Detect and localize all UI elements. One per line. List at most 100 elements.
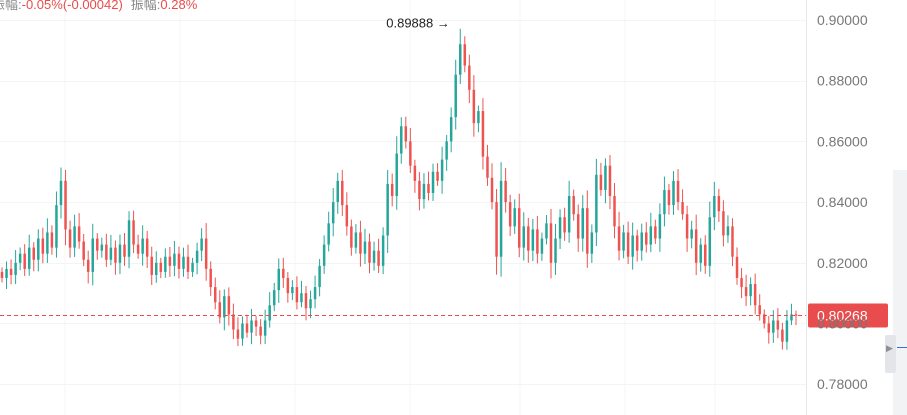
candle-body bbox=[563, 217, 566, 233]
amplitude-label: 振幅: bbox=[130, 0, 161, 12]
candle-body bbox=[127, 220, 131, 257]
candle-body bbox=[141, 238, 144, 254]
candle-body bbox=[576, 214, 580, 239]
candle-body bbox=[681, 202, 684, 215]
current-price-label: 0.80268 bbox=[817, 308, 868, 324]
candle-body bbox=[390, 183, 394, 197]
candle-body bbox=[227, 296, 231, 315]
candle-body bbox=[363, 241, 367, 254]
candle-body bbox=[581, 208, 585, 239]
candle-body bbox=[27, 247, 31, 269]
candle-body bbox=[508, 202, 512, 227]
candle-body bbox=[354, 232, 358, 248]
y-tick-label: 0.78000 bbox=[817, 376, 868, 392]
candle-body bbox=[100, 244, 104, 251]
candle-body bbox=[173, 253, 176, 266]
caret-right-icon[interactable]: ▶ bbox=[886, 344, 893, 354]
candle-body bbox=[268, 305, 271, 321]
candle-body bbox=[599, 174, 603, 190]
candle-body bbox=[32, 247, 36, 260]
candle-body bbox=[300, 293, 303, 303]
amplitude-value: 0.28% bbox=[160, 0, 198, 12]
candle-body bbox=[672, 180, 675, 206]
y-tick-label: 0.90000 bbox=[817, 12, 868, 28]
candle-body bbox=[667, 189, 671, 206]
y-tick-label: 0.82000 bbox=[817, 255, 868, 271]
candle-body bbox=[735, 256, 739, 278]
candle-body bbox=[241, 323, 244, 339]
candle-body bbox=[449, 117, 453, 142]
candle-body bbox=[477, 111, 480, 124]
y-tick-label: 0.86000 bbox=[817, 133, 868, 149]
candle-body bbox=[223, 296, 226, 318]
candle-body bbox=[263, 320, 267, 336]
candle-body bbox=[368, 241, 371, 263]
candle-body bbox=[572, 196, 575, 215]
candle-body bbox=[522, 226, 526, 248]
candle-body bbox=[731, 226, 734, 257]
candle-body bbox=[150, 256, 153, 275]
candle-body bbox=[645, 232, 648, 245]
candle-body bbox=[68, 229, 72, 248]
candle-body bbox=[232, 314, 235, 330]
scroll-handle[interactable] bbox=[885, 335, 896, 373]
candle-body bbox=[327, 223, 330, 245]
candle-body bbox=[177, 253, 181, 269]
candle-body bbox=[132, 220, 135, 245]
candle-body bbox=[136, 244, 140, 254]
candle-body bbox=[218, 302, 222, 318]
candle-body bbox=[608, 165, 612, 197]
candle-body bbox=[236, 329, 240, 339]
candle-body bbox=[459, 44, 462, 75]
candle-body bbox=[18, 253, 22, 263]
candle-body bbox=[713, 196, 716, 218]
candle-body bbox=[690, 229, 693, 239]
candle-body bbox=[82, 241, 85, 260]
right-panel-strip bbox=[893, 170, 907, 415]
candle-body bbox=[685, 214, 689, 239]
candle-body bbox=[436, 171, 439, 181]
candle-body bbox=[617, 226, 621, 251]
candle-body bbox=[59, 180, 63, 206]
candle-body bbox=[404, 126, 408, 142]
candle-body bbox=[145, 238, 149, 257]
candle-body bbox=[37, 238, 40, 260]
candle-body bbox=[481, 111, 485, 157]
candle-body bbox=[286, 277, 290, 294]
candle-body bbox=[499, 180, 503, 257]
candle-body bbox=[635, 235, 639, 251]
candle-body bbox=[776, 320, 780, 330]
candle-body bbox=[381, 235, 385, 266]
candle-body bbox=[744, 287, 748, 297]
candle-body bbox=[318, 265, 321, 288]
candle-body bbox=[309, 299, 312, 309]
candle-body bbox=[395, 153, 398, 197]
candle-body bbox=[295, 287, 299, 303]
candle-body bbox=[14, 262, 17, 275]
candle-body bbox=[640, 232, 643, 251]
candle-body bbox=[304, 293, 308, 309]
candle-body bbox=[209, 268, 212, 288]
candle-body bbox=[708, 217, 712, 266]
candle-body bbox=[549, 223, 553, 263]
candle-body bbox=[386, 183, 389, 236]
candle-body bbox=[781, 329, 784, 342]
candle-body bbox=[96, 238, 99, 251]
candle-body bbox=[413, 165, 417, 181]
candle-body bbox=[431, 171, 435, 193]
candle-body bbox=[313, 287, 317, 300]
candle-body bbox=[291, 287, 294, 294]
candle-body bbox=[540, 238, 544, 254]
candle-body bbox=[277, 268, 281, 291]
candle-body bbox=[9, 268, 13, 275]
candle-body bbox=[168, 256, 172, 266]
candle-body bbox=[331, 202, 335, 224]
candle-body bbox=[495, 202, 498, 257]
candle-body bbox=[753, 284, 757, 306]
candle-body bbox=[663, 189, 666, 215]
candle-body bbox=[50, 232, 54, 248]
candle-body bbox=[513, 208, 516, 227]
info-bar: 振幅:-0.05%(-0.00042)振幅:0.28% bbox=[0, 0, 197, 13]
candle-body bbox=[422, 183, 426, 200]
candle-body bbox=[790, 314, 793, 321]
